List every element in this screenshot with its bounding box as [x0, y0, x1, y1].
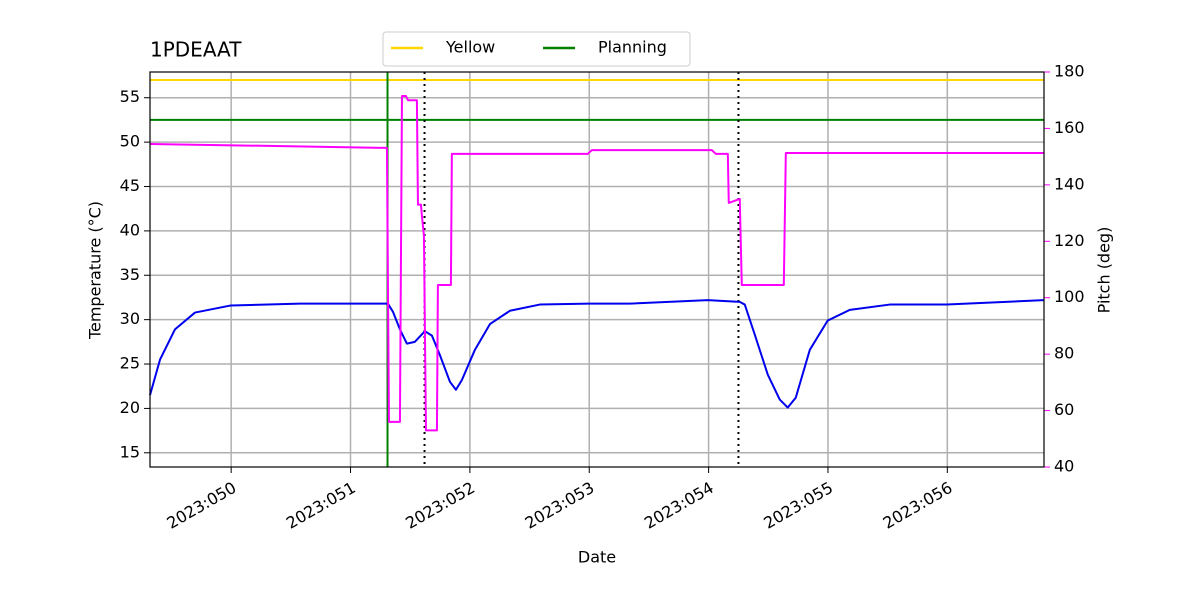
x-tick-label: 2023:055: [760, 478, 836, 533]
plot-frame: [149, 71, 1045, 468]
data-line: [149, 94, 1044, 432]
legend: Yellow Planning: [382, 31, 691, 67]
y-axis-label: Temperature (°C): [86, 201, 105, 340]
y2-tick-label: 100: [1054, 287, 1085, 306]
x-tick-label: 2023:054: [641, 478, 717, 533]
x-tick-label: 2023:056: [880, 478, 956, 533]
legend-box: [382, 31, 691, 67]
x-tick-label: 2023:051: [283, 478, 359, 533]
data-line: [149, 299, 1044, 409]
x-tick-label: 2023:050: [164, 478, 240, 533]
y2-tick-label: 140: [1054, 174, 1085, 193]
y2-axis-label: Pitch (deg): [1095, 227, 1114, 314]
y-tick-label: 40: [120, 220, 140, 239]
y-tick-label: 20: [120, 398, 140, 417]
y2-tick-label: 40: [1054, 457, 1074, 476]
y2-tick-label: 80: [1054, 344, 1074, 363]
y2-tick-label: 160: [1054, 118, 1085, 137]
y-tick-label: 55: [120, 87, 140, 106]
legend-label: Planning: [598, 38, 667, 57]
y2-tick-label: 180: [1054, 62, 1085, 81]
y-tick-label: 35: [120, 265, 140, 284]
chart-title: 1PDEAAT: [150, 38, 242, 62]
x-tick-label: 2023:053: [522, 478, 598, 533]
y2-tick-label: 60: [1054, 400, 1074, 419]
y-tick-label: 45: [120, 176, 140, 195]
y-tick-label: 15: [120, 442, 140, 461]
legend-label: Yellow: [445, 38, 495, 57]
y2-tick-label: 120: [1054, 231, 1085, 250]
x-tick-label: 2023:052: [402, 478, 478, 533]
y-tick-label: 25: [120, 354, 140, 373]
y-tick-label: 50: [120, 132, 140, 151]
x-axis-label: Date: [578, 548, 616, 567]
y-tick-label: 30: [120, 309, 140, 328]
